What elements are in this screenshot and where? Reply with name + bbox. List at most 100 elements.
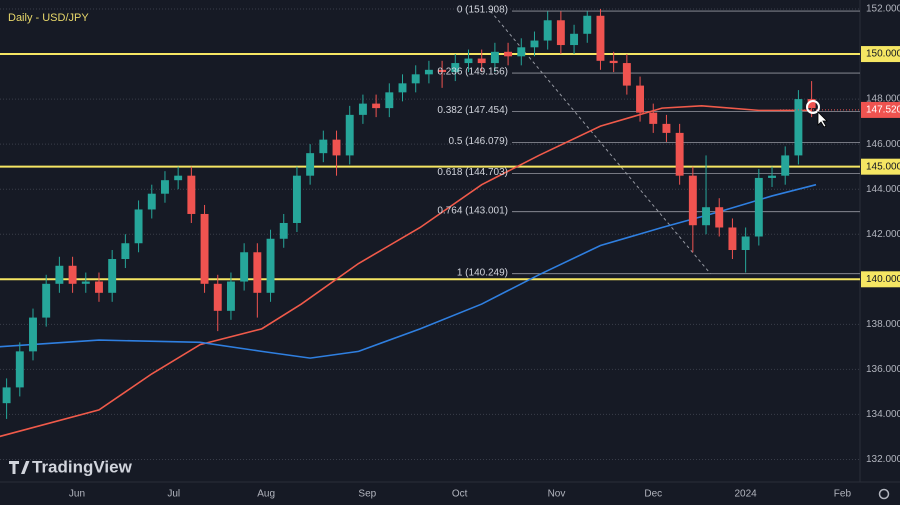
candle-body (279, 222, 288, 239)
candle-body (807, 99, 816, 109)
candle-body (121, 243, 130, 260)
last-price-label: 147.520 (866, 105, 900, 116)
candle-body (543, 20, 552, 41)
candle-body (424, 69, 433, 75)
candle-body (226, 281, 235, 311)
candle-body (187, 175, 196, 214)
candle-body (134, 209, 143, 244)
candle-body (649, 112, 658, 124)
candle-body (675, 132, 684, 176)
candle-body (147, 193, 156, 210)
candle-body (715, 207, 724, 228)
candle-body (372, 103, 381, 109)
chart-title: Daily - USD/JPY (8, 12, 89, 24)
fib-label: 0.764 (143.001) (437, 205, 508, 216)
brand: TradingView (32, 457, 133, 476)
level-label: 140.000 (866, 274, 900, 285)
x-tick-label: 2024 (735, 489, 758, 500)
candle-body (55, 265, 64, 284)
fib-label: 0 (151.908) (457, 5, 508, 16)
candle-body (345, 114, 354, 156)
candle-body (292, 175, 301, 223)
moving-average (0, 105, 812, 438)
candle-body (108, 259, 117, 293)
overlay: 152.000 148.000 146.000 144.000 142.000 138.0… (69, 4, 900, 500)
y-tick-label: 138.000 (866, 319, 900, 330)
level-tag (861, 271, 900, 288)
candle-body (306, 153, 315, 176)
level-label: 145.000 (866, 161, 900, 172)
candle-body (464, 58, 473, 64)
candle-body (332, 139, 341, 156)
x-tick-label: Feb (834, 489, 852, 500)
candle-body (161, 180, 169, 194)
settings-icon[interactable] (878, 488, 890, 500)
x-tick-label: Aug (257, 489, 275, 500)
candle-body (530, 40, 539, 48)
candle-body (174, 175, 183, 181)
candle-body (768, 175, 776, 178)
x-tick-label: Dec (644, 489, 662, 500)
candle-body (358, 103, 367, 115)
y-tick-label: 134.000 (866, 409, 900, 420)
candle-body (556, 20, 565, 46)
candle-body (385, 92, 394, 109)
y-tick-label: 148.000 (866, 94, 900, 105)
fib-label: 1 (140.249) (457, 267, 508, 278)
y-tick-label: 152.000 (866, 4, 900, 15)
candle-body (200, 213, 209, 284)
fib-label: 0.5 (146.079) (449, 136, 509, 147)
fib-label: 0.382 (147.454) (437, 105, 508, 116)
candle-body (95, 281, 103, 293)
x-tick-label: Jun (69, 489, 85, 500)
x-tick-label: Oct (452, 489, 468, 500)
candle-body (15, 351, 24, 388)
candle-body (688, 175, 697, 226)
candle-body (702, 207, 710, 226)
brand-logo (9, 461, 30, 474)
level-label: 150.000 (866, 49, 900, 60)
candle-body (754, 177, 763, 237)
candle-body (741, 236, 750, 251)
last-price-tag (861, 101, 900, 118)
y-tick-label: 136.000 (866, 364, 900, 375)
y-tick-label: 144.000 (866, 184, 900, 195)
fib-label: 0.236 (149.156) (437, 67, 508, 78)
marks (0, 9, 817, 438)
candle-body (2, 387, 11, 404)
candle-body (596, 15, 605, 61)
candle-body (438, 69, 447, 73)
candle-body (570, 33, 579, 46)
candle-body (451, 63, 460, 73)
cursor-circle (806, 100, 820, 114)
level-tag (861, 158, 900, 175)
candle-body (622, 63, 631, 86)
candle-body (213, 283, 222, 311)
candle-body (662, 123, 671, 133)
candle-body (81, 281, 90, 284)
cursor-arrow (817, 111, 828, 128)
candle-body (398, 83, 407, 93)
candle-body (636, 85, 645, 113)
candle-body (504, 51, 513, 57)
candle-body (477, 58, 486, 64)
fib-label: 0.618 (144.703) (437, 167, 508, 178)
x-tick-label: Jul (167, 489, 180, 500)
candle-body (411, 74, 420, 84)
candle-body (42, 283, 51, 318)
candle-body (490, 51, 499, 64)
candle-body (517, 47, 526, 57)
candle-body (781, 155, 790, 176)
x-tick-label: Sep (358, 489, 376, 500)
level-tag (861, 46, 900, 63)
candle-body (29, 317, 37, 352)
candle-body (253, 252, 262, 293)
candle-body (609, 60, 618, 64)
candle-body (728, 227, 737, 251)
y-tick-label: 132.000 (866, 454, 900, 465)
x-tick-label: Nov (548, 489, 566, 500)
candle-body (319, 139, 328, 154)
candle-body (794, 99, 803, 156)
